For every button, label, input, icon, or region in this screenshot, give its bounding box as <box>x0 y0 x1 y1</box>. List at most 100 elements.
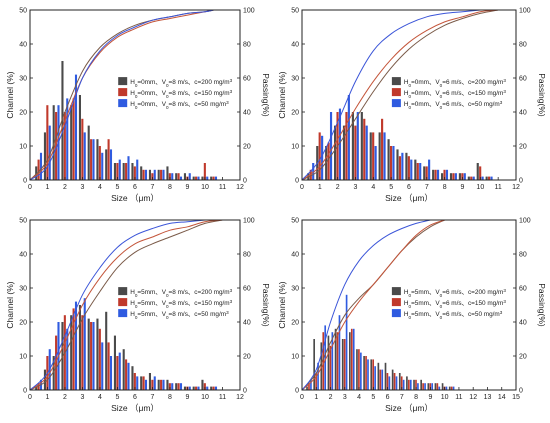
passing-curve-c50 <box>29 9 214 181</box>
bar <box>157 379 160 390</box>
y-axis-title: Channel (%) <box>5 281 15 328</box>
bar <box>48 125 51 180</box>
bar <box>360 352 362 390</box>
bar-series-c50 <box>312 95 493 180</box>
bar <box>391 369 394 390</box>
x-tick-label: 2 <box>329 394 333 401</box>
bar <box>372 359 375 390</box>
bar <box>188 173 191 180</box>
bar <box>206 176 209 180</box>
x-tick-label: 11 <box>219 394 226 401</box>
y-axis-right: 0 20 40 60 80 100 <box>513 218 531 395</box>
x-axis-title: Size （μm） <box>385 403 433 413</box>
bar <box>402 379 405 390</box>
bar <box>81 118 84 180</box>
bar <box>408 379 410 390</box>
x-tick-label: 3 <box>81 394 85 401</box>
bar-series-c50 <box>39 74 218 180</box>
bar <box>125 359 128 390</box>
bar <box>116 163 119 180</box>
bar <box>136 159 139 180</box>
bar <box>417 383 419 390</box>
x-tick-label: 15 <box>512 394 520 401</box>
bar <box>432 169 435 180</box>
bar <box>360 112 363 180</box>
bar <box>441 383 444 390</box>
bar <box>70 315 73 390</box>
bar <box>148 169 151 180</box>
x-tick-label: 8 <box>443 184 447 191</box>
y-tick-label: 20 <box>291 320 299 327</box>
bar <box>343 339 346 390</box>
x-tick-label: 10 <box>476 184 484 191</box>
bar <box>90 322 93 390</box>
x-tick-label: 14 <box>498 394 506 401</box>
bar <box>153 169 156 180</box>
y-tick-label: 30 <box>19 76 27 83</box>
bar <box>179 176 183 180</box>
x-tick-label: 7 <box>151 394 155 401</box>
bar <box>345 294 348 390</box>
bar <box>175 383 178 390</box>
y2-tick-label: 40 <box>519 320 527 327</box>
x-tick-label: 5 <box>116 394 120 401</box>
legend-swatch-c50 <box>118 99 128 108</box>
bar <box>414 159 417 180</box>
y-tick-label: 0 <box>295 178 299 185</box>
bar <box>35 386 38 390</box>
bar <box>171 173 174 180</box>
bar <box>329 112 333 180</box>
y-axis-left: 0 10 20 30 40 50 <box>19 8 33 185</box>
bar <box>423 166 426 180</box>
bar <box>83 298 86 390</box>
y-axis-right: 0 20 40 60 80 100 <box>237 8 255 185</box>
y2-tick-label: 80 <box>243 252 251 259</box>
bar <box>179 383 183 390</box>
x-axis: 0 1 2 3 4 5 6 7 8 9 10 11 12 <box>28 387 244 401</box>
bar <box>183 173 186 180</box>
bar <box>429 383 432 390</box>
legend-label-c200: H0=5mm、V0=6 m/s、c=200 mg/m3 <box>404 288 506 298</box>
bar <box>118 159 121 180</box>
bar <box>87 125 90 180</box>
bar <box>413 379 415 390</box>
x-tick-label: 9 <box>186 184 190 191</box>
bar <box>434 169 437 180</box>
bar <box>61 61 64 180</box>
bar <box>133 166 136 180</box>
bar <box>183 386 186 390</box>
bar <box>441 173 444 180</box>
bar <box>122 349 125 390</box>
bar <box>378 132 381 180</box>
bar <box>92 139 95 180</box>
bar <box>171 383 174 390</box>
legend-label-c200: H0=5mm、V0=8 m/s、c=200 mg/m3 <box>130 288 232 298</box>
x-tick-label: 2 <box>63 184 67 191</box>
y-tick-label: 50 <box>291 218 299 225</box>
bar <box>52 356 55 390</box>
bar <box>445 386 448 390</box>
bar <box>309 169 312 180</box>
bar <box>356 349 358 390</box>
y-tick-label: 50 <box>19 218 27 225</box>
x-tick-label: 7 <box>151 184 155 191</box>
legend-label-c200: H0=0mm、V0=8 m/s、c=200 mg/m3 <box>130 78 232 88</box>
y-axis-left: 0 10 20 30 40 50 <box>291 8 305 185</box>
legend-swatch-c150 <box>118 298 128 307</box>
bar <box>52 105 55 180</box>
bar <box>434 383 437 390</box>
chart-panel-4: 0 1 2 3 4 5 6 7 8 9 10 11 12 13 14 15010203040500204060… <box>277 218 547 414</box>
y2-tick-label: 100 <box>243 8 255 15</box>
x-tick-label: 6 <box>386 394 390 401</box>
bar <box>384 362 387 390</box>
x-tick-label: 10 <box>441 394 449 401</box>
bar <box>363 356 365 390</box>
bar <box>201 379 204 390</box>
bar <box>127 362 130 390</box>
bar <box>206 386 209 390</box>
bar <box>192 386 195 390</box>
legend-swatch-c150 <box>391 298 401 307</box>
y-tick-label: 50 <box>19 8 27 15</box>
